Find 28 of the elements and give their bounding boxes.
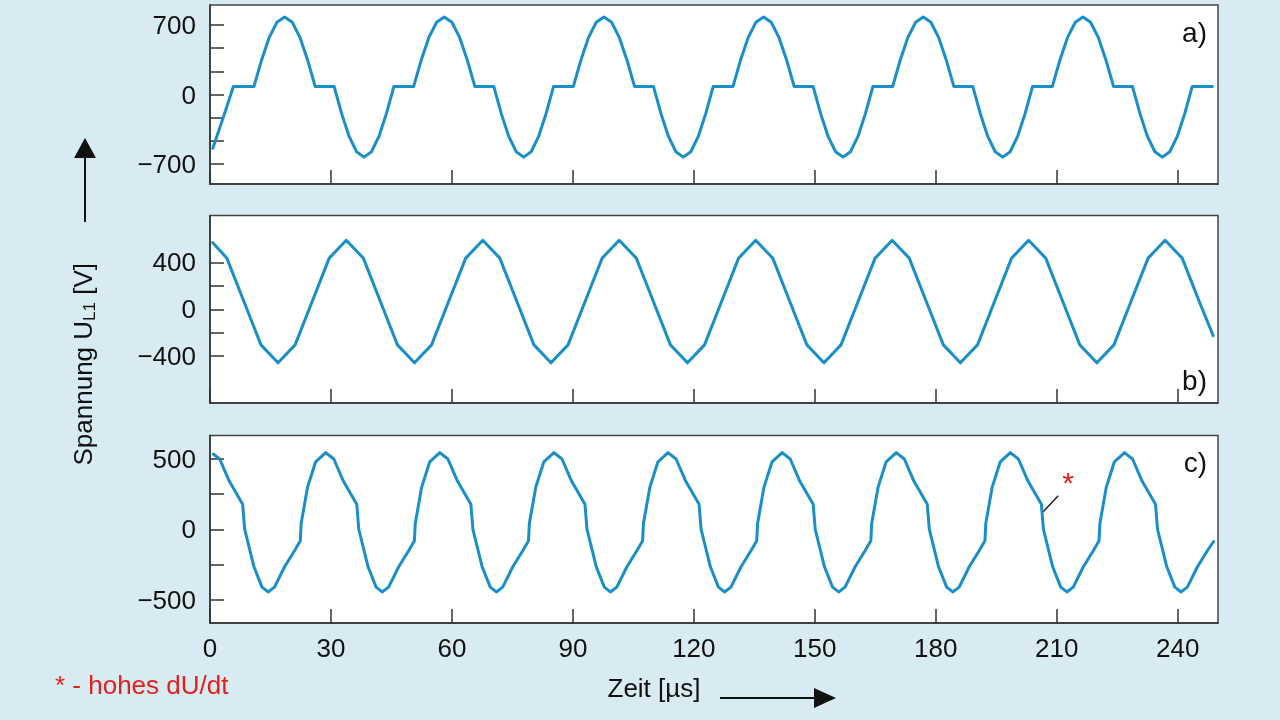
- y-tick-label: 400: [152, 247, 196, 278]
- y-tick-label: 700: [152, 9, 196, 40]
- text: * - hohes dU/dt: [55, 670, 230, 700]
- y-tick-label: 0: [181, 514, 196, 545]
- x-tick-label: 180: [914, 633, 958, 663]
- text: b): [1182, 364, 1208, 396]
- y-axis-title: Spannung UL1 [V]: [67, 263, 99, 466]
- y-tick-label: −500: [137, 584, 196, 615]
- y-tick-label: 500: [152, 443, 196, 474]
- x-tick-label: 120: [672, 633, 716, 663]
- x-tick-label: 210: [1035, 633, 1079, 663]
- line-series: [211, 238, 1215, 365]
- x-tick-label: 60: [437, 633, 467, 663]
- x-tick-label: 90: [558, 633, 588, 663]
- y-tick-label: 0: [181, 294, 196, 325]
- chart-title: c): [1183, 447, 1207, 478]
- line-series: [211, 15, 1214, 159]
- line-series: [211, 451, 1216, 594]
- x-tick-label: 30: [316, 633, 346, 663]
- chart-title: a): [1182, 16, 1208, 48]
- x-tick-label: 240: [1155, 633, 1200, 663]
- x-axis-title: Zeit [µs]: [607, 673, 701, 703]
- y-tick-label: −400: [137, 341, 196, 372]
- x-tick-label: 0: [202, 633, 218, 663]
- annotation: *: [1062, 466, 1075, 500]
- y-tick-label: 0: [181, 79, 196, 110]
- x-tick-label: 150: [793, 633, 837, 663]
- y-tick-label: −700: [137, 149, 196, 180]
